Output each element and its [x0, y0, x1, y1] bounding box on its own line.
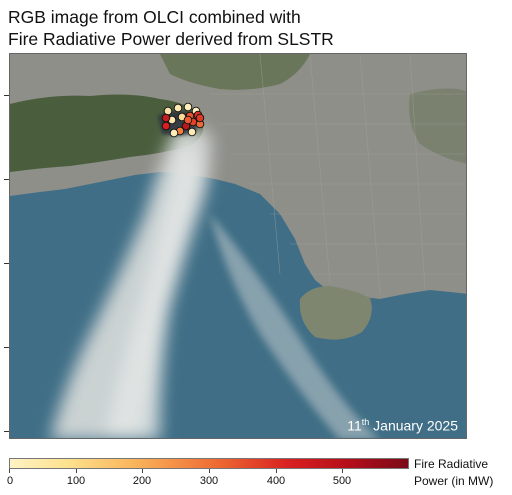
- figure-title: RGB image from OLCI combined with Fire R…: [8, 6, 334, 50]
- colorbar-tick: [276, 469, 277, 473]
- fire-point: [173, 103, 183, 113]
- left-tick: [4, 347, 9, 348]
- colorbar-label: Fire Radiative Power (in MW): [414, 456, 493, 490]
- smoke-plume: [50, 127, 212, 438]
- colorbar-label-line-1: Fire Radiative: [414, 457, 489, 471]
- colorbar-tick: [76, 469, 77, 473]
- colorbar-tick: [9, 469, 10, 473]
- colorbar-tick-label: 300: [199, 475, 219, 487]
- fire-point: [195, 113, 205, 123]
- title-line-2: Fire Radiative Power derived from SLSTR: [8, 29, 334, 49]
- fire-point: [187, 127, 197, 137]
- eastern-hills: [409, 88, 466, 164]
- left-tick: [4, 95, 9, 96]
- colorbar-tick-label: 400: [266, 475, 286, 487]
- fire-point: [183, 102, 193, 112]
- colorbar-tick: [142, 469, 143, 473]
- colorbar-tick-label: 100: [66, 475, 86, 487]
- fire-detections: [161, 102, 205, 138]
- colorbar-tick-label: 0: [6, 475, 14, 487]
- left-tick: [4, 179, 9, 180]
- colorbar-tick-label: 500: [332, 475, 352, 487]
- fire-point: [161, 121, 171, 131]
- santa-monica-mountains: [10, 94, 204, 172]
- colorbar-tick: [342, 469, 343, 473]
- fire-point: [163, 106, 173, 116]
- fire-point: [161, 113, 171, 123]
- left-tick: [4, 431, 9, 432]
- left-tick: [4, 263, 9, 264]
- colorbar-label-line-2: Power (in MW): [414, 474, 494, 488]
- image-date: 11th January 2025: [347, 417, 458, 434]
- date-day: 11: [347, 418, 362, 434]
- colorbar-tick-label: 200: [132, 475, 152, 487]
- fire-point: [183, 115, 193, 125]
- date-suffix: th: [361, 417, 370, 428]
- colorbar: [9, 458, 409, 469]
- fire-point: [169, 128, 179, 138]
- left-axis-ticks: [4, 53, 10, 439]
- satellite-scene: [10, 54, 466, 438]
- colorbar-tick: [209, 469, 210, 473]
- northern-hills: [160, 54, 310, 90]
- street-grid: [210, 54, 466, 295]
- date-rest: January 2025: [369, 418, 458, 434]
- satellite-image: 11th January 2025: [9, 53, 467, 439]
- palos-verdes-peninsula: [299, 286, 372, 340]
- title-line-1: RGB image from OLCI combined with: [8, 7, 301, 27]
- thin-smoke: [210, 214, 378, 438]
